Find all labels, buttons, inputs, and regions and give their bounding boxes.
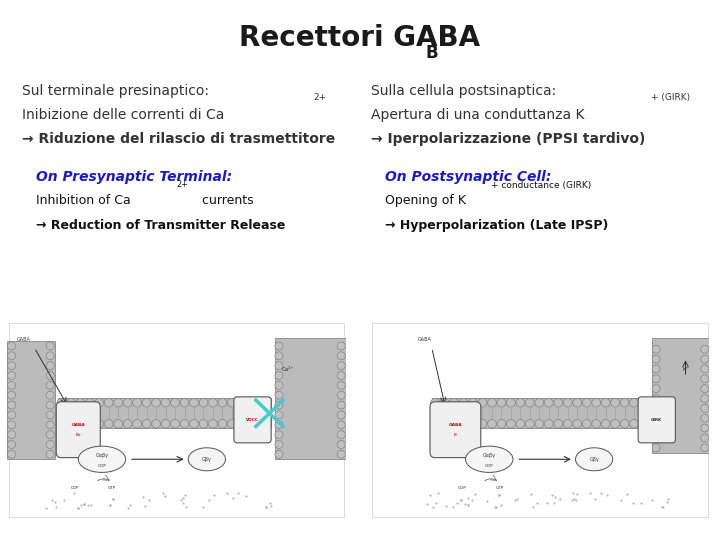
Text: currents: currents: [199, 194, 254, 207]
Text: Inibizione delle correnti di Ca: Inibizione delle correnti di Ca: [22, 108, 224, 122]
Text: → Reduction of Transmitter Release: → Reduction of Transmitter Release: [36, 219, 285, 232]
Text: → Hyperpolarization (Late IPSP): → Hyperpolarization (Late IPSP): [385, 219, 608, 232]
Text: + conductance (GIRK): + conductance (GIRK): [491, 181, 591, 190]
Text: Sulla cellula postsinaptica:: Sulla cellula postsinaptica:: [371, 84, 556, 98]
Text: Inhibition of Ca: Inhibition of Ca: [36, 194, 131, 207]
Text: B: B: [426, 44, 438, 62]
Text: + (GIRK): + (GIRK): [652, 93, 690, 103]
Text: Apertura di una conduttanza K: Apertura di una conduttanza K: [371, 108, 585, 122]
Text: → Iperpolarizzazione (PPSI tardivo): → Iperpolarizzazione (PPSI tardivo): [371, 132, 645, 146]
Text: 2+: 2+: [313, 93, 326, 103]
Text: On Postsynaptic Cell:: On Postsynaptic Cell:: [385, 170, 552, 184]
Text: Sul terminale presinaptico:: Sul terminale presinaptico:: [22, 84, 209, 98]
Text: 2+: 2+: [176, 180, 188, 189]
Text: Recettori GABA: Recettori GABA: [240, 24, 480, 52]
Text: Opening of K: Opening of K: [385, 194, 467, 207]
Text: → Riduzione del rilascio di trasmettitore: → Riduzione del rilascio di trasmettitor…: [22, 132, 335, 146]
Text: On Presynaptic Terminal:: On Presynaptic Terminal:: [36, 170, 232, 184]
